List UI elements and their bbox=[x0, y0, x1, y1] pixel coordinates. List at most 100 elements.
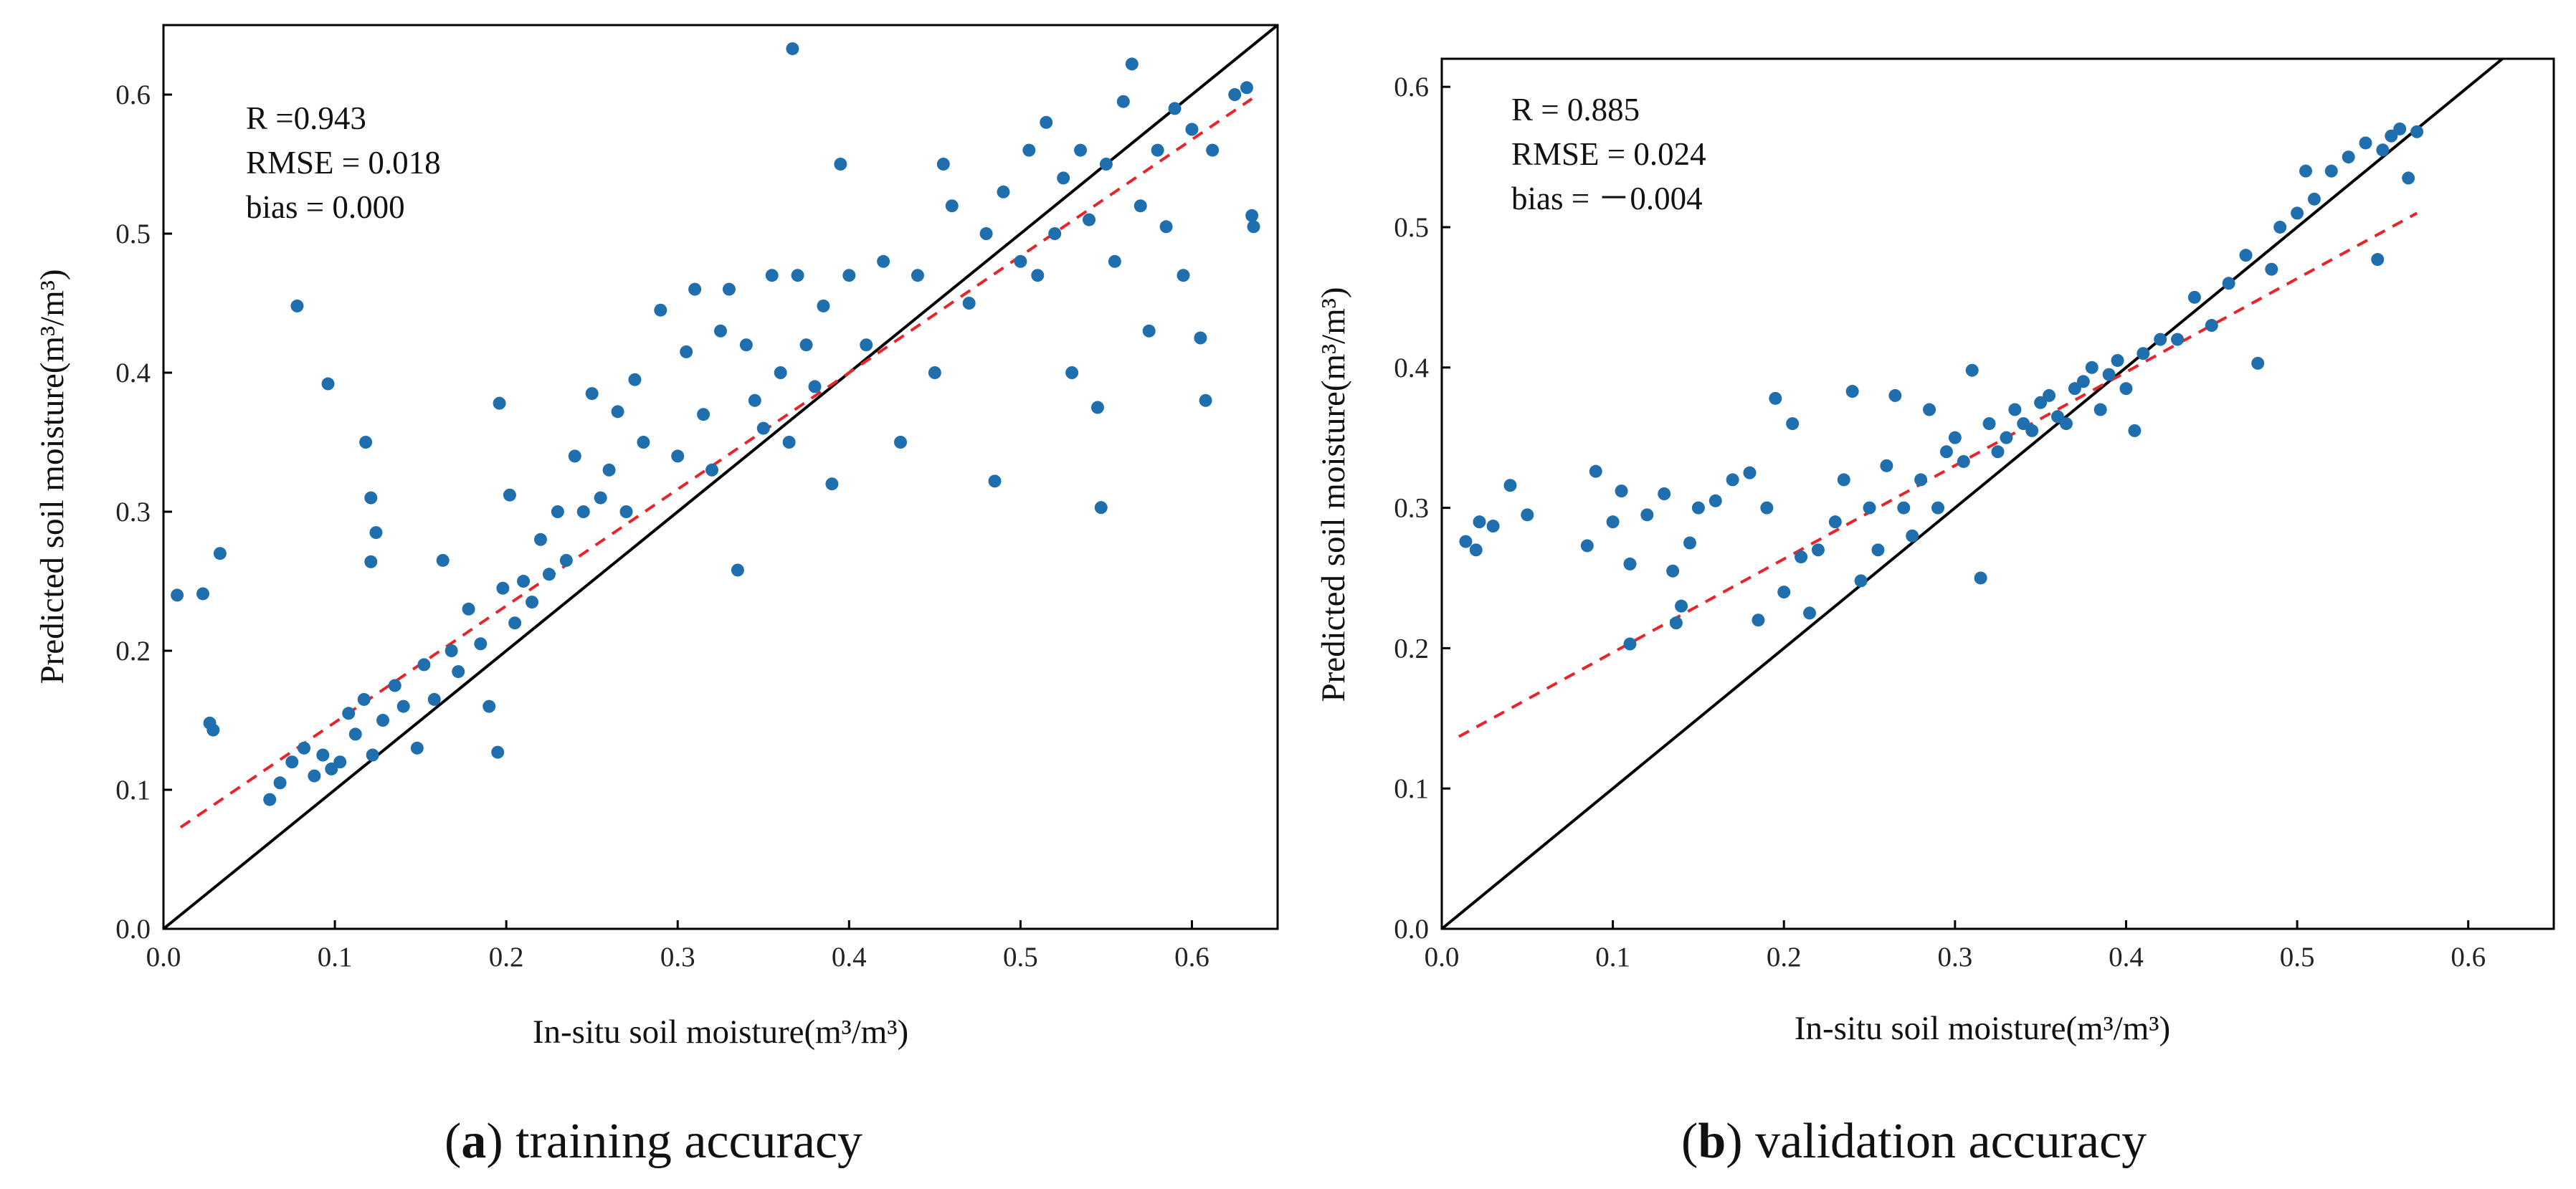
panel-b-data-point bbox=[2085, 360, 2099, 374]
panel-a-data-point bbox=[705, 463, 719, 477]
panel-a-data-point bbox=[1031, 269, 1045, 282]
panel-b-data-point bbox=[2205, 319, 2218, 333]
panel-b-data-point bbox=[1777, 586, 1791, 599]
panel-a-data-point bbox=[483, 699, 496, 713]
panel-a-plot-frame bbox=[162, 24, 1279, 930]
panel-b-data-point bbox=[2307, 192, 2321, 206]
panel-b-data-point bbox=[2043, 388, 2056, 402]
panel-b-data-point bbox=[2222, 277, 2235, 290]
panel-b-x-axis-label: In-situ soil moisture(m³/m³) bbox=[1795, 1010, 2170, 1047]
panel-b-data-point bbox=[1580, 539, 1594, 553]
panel-b-data-point bbox=[1795, 550, 1808, 564]
panel-a-data-point bbox=[1065, 366, 1079, 379]
panel-b-data-point bbox=[1623, 637, 1637, 651]
panel-b-data-point bbox=[2291, 206, 2304, 220]
panel-a-data-point bbox=[576, 505, 590, 518]
panel-b-plot-frame bbox=[1440, 57, 2555, 930]
panel-b-data-point bbox=[2025, 424, 2039, 437]
panel-a-x-tick-label: 0.1 bbox=[318, 942, 353, 973]
panel-b-data-point bbox=[1939, 445, 1953, 459]
panel-a-data-point bbox=[1094, 501, 1108, 515]
panel-b-y-tick-label: 0.5 bbox=[1394, 212, 1429, 243]
panel-a-data-point bbox=[1151, 143, 1164, 157]
panel-a-y-tick-label: 0.0 bbox=[115, 914, 151, 945]
panel-b-stat-rmse: RMSE = 0.024 bbox=[1511, 136, 1706, 172]
panel-a-data-point bbox=[988, 474, 1002, 488]
panel-a-data-point bbox=[316, 748, 330, 762]
panel-b-data-point bbox=[1503, 479, 1517, 492]
panel-b-data-point bbox=[2342, 151, 2355, 164]
panel-b-y-tick-label: 0.3 bbox=[1394, 493, 1429, 524]
panel-a-data-point bbox=[594, 491, 607, 505]
panel-a-data-point bbox=[1228, 88, 1242, 101]
panel-a-data-point bbox=[1057, 171, 1070, 185]
panel-a-data-point bbox=[491, 745, 505, 759]
panel-a-data-point bbox=[526, 596, 539, 609]
panel-b-x-tick-label: 0.3 bbox=[1937, 942, 1972, 973]
panel-a-data-point bbox=[928, 366, 941, 379]
panel-b-y-tick-label: 0.1 bbox=[1394, 773, 1429, 804]
panel-a-data-point bbox=[628, 373, 642, 386]
panel-a-stat-bias: bias = 0.000 bbox=[246, 189, 405, 225]
panel-a-fit-line bbox=[179, 97, 1253, 829]
panel-a-data-point bbox=[445, 644, 458, 657]
panel-b-data-point bbox=[1923, 403, 1936, 416]
panel-a-data-point bbox=[1247, 220, 1260, 234]
panel-a-data-point bbox=[508, 616, 522, 630]
panel-a-data-point bbox=[568, 449, 581, 463]
panel-a-data-point bbox=[731, 563, 744, 577]
panel-b-caption-letter: b bbox=[1698, 1114, 1726, 1169]
panel-b-data-point bbox=[1666, 564, 1680, 578]
panel-a-data-point bbox=[213, 547, 227, 560]
panel-a-data-point bbox=[817, 299, 830, 312]
panel-a-data-point bbox=[1194, 331, 1207, 345]
panel-b-data-point bbox=[2128, 424, 2142, 437]
panel-b-data-point bbox=[1948, 431, 1962, 444]
panel-a-data-point bbox=[285, 755, 299, 769]
panel-b-data-point bbox=[1521, 508, 1534, 522]
panel-b-data-point bbox=[2051, 410, 2065, 424]
panel-b-data-point bbox=[2034, 396, 2048, 409]
panel-a-data-point bbox=[474, 637, 488, 651]
panel-b-y-tick-label: 0.2 bbox=[1394, 633, 1429, 664]
panel-a-data-point bbox=[842, 269, 856, 282]
panel-b-data-point bbox=[2324, 164, 2338, 178]
panel-a-data-point bbox=[396, 699, 410, 713]
panel-a-data-point bbox=[1014, 254, 1027, 268]
panel-a-data-point bbox=[722, 282, 736, 296]
panel-b-data-point bbox=[2393, 122, 2407, 135]
panel-a-data-point bbox=[1142, 324, 1156, 338]
panel-a-data-point bbox=[1168, 102, 1182, 115]
panel-b-caption-text: validation accuracy bbox=[1743, 1114, 2147, 1169]
panel-b-data-point bbox=[2059, 417, 2073, 431]
panel-b-data-point bbox=[2093, 403, 2107, 416]
panel-a-stat-r: R =0.943 bbox=[246, 100, 366, 136]
panel-b-data-point bbox=[2251, 356, 2265, 370]
panel-b-data-point bbox=[2076, 375, 2090, 388]
panel-a-y-tick-label: 0.1 bbox=[115, 775, 151, 806]
panel-a-data-point bbox=[364, 491, 378, 505]
panel-a-x-tick-label: 0.2 bbox=[489, 942, 524, 973]
panel-a-data-point bbox=[1099, 158, 1113, 171]
panel-a-data-point bbox=[436, 553, 450, 567]
panel-b-data-point bbox=[1691, 501, 1705, 515]
panel-b-x-tick-label: 0.1 bbox=[1595, 942, 1630, 973]
panel-a-data-point bbox=[774, 366, 787, 379]
panel-b-data-point bbox=[1743, 466, 1757, 479]
panel-b-data-point bbox=[1486, 520, 1500, 533]
panel-a-data-point bbox=[1240, 81, 1253, 95]
panel-a-x-tick-label: 0.5 bbox=[1003, 942, 1038, 973]
panel-a-y-tick-label: 0.4 bbox=[115, 358, 151, 388]
panel-a-data-point bbox=[654, 303, 667, 317]
panel-b-data-point bbox=[1760, 501, 1774, 515]
panel-a-y-axis-label: Predicted soil moisture(m³/m³) bbox=[34, 269, 71, 684]
panel-a-data-point bbox=[325, 762, 338, 775]
panel-b-data-point bbox=[1752, 613, 1765, 627]
panel-b-data-point bbox=[2299, 164, 2313, 178]
panel-a-x-tick-label: 0.0 bbox=[146, 942, 181, 973]
panel-a-data-point bbox=[496, 581, 510, 595]
panel-b-data-point bbox=[1708, 494, 1722, 507]
panel-a-data-point bbox=[936, 158, 950, 171]
panel-b-data-point bbox=[1469, 543, 1483, 557]
panel-a-data-point bbox=[894, 436, 908, 449]
